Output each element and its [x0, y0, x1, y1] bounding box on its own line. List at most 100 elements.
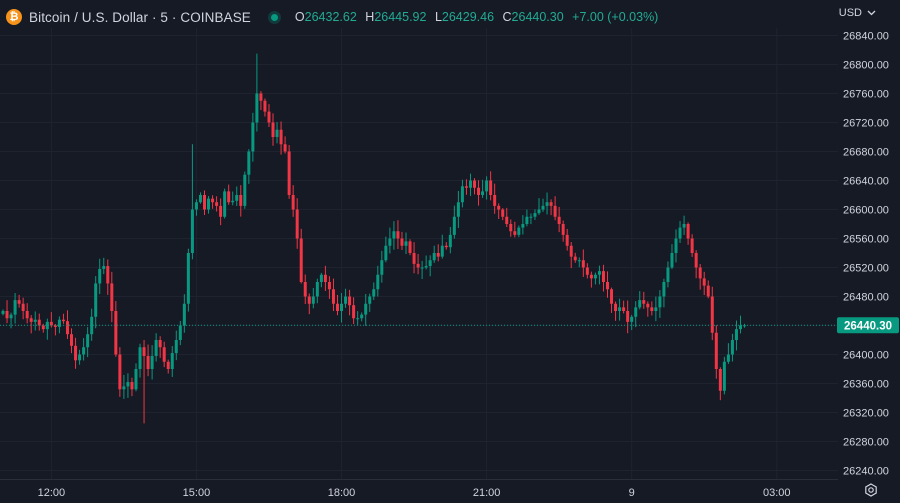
- candle-body: [287, 151, 291, 195]
- candle-body: [122, 386, 126, 390]
- candle-body: [452, 216, 456, 235]
- candle-body: [686, 224, 690, 239]
- candle-body: [259, 93, 263, 101]
- candle-body: [622, 307, 626, 311]
- candle-body: [630, 316, 634, 322]
- candle-body: [650, 307, 654, 311]
- candle-body: [408, 241, 412, 253]
- symbol-header: ₿ Bitcoin / U.S. Dollar · 5 · COINBASE O…: [6, 6, 663, 28]
- candle-body: [444, 245, 448, 248]
- ohlc-values: O26432.62 H26445.92 L26429.46 C26440.30 …: [295, 10, 663, 24]
- time-axis-divider: [0, 479, 838, 480]
- time-tick-label: 21:00: [473, 487, 501, 499]
- candle-body: [428, 260, 432, 267]
- candle-body: [267, 111, 271, 123]
- candle-body: [738, 325, 742, 330]
- candle-body: [537, 209, 541, 214]
- price-tick-label: 26280.00: [843, 437, 889, 449]
- close-value: 26440.30: [511, 10, 564, 24]
- candle-body: [489, 180, 493, 195]
- candle-body: [432, 253, 436, 261]
- candle-body: [565, 234, 569, 246]
- candle-body: [718, 369, 722, 391]
- candle-body: [698, 267, 702, 279]
- candle-body: [251, 122, 255, 152]
- candle-body: [642, 300, 646, 304]
- candle-body: [376, 274, 380, 290]
- candle-body: [110, 283, 114, 311]
- candle-body: [307, 296, 311, 304]
- candle-body: [239, 195, 243, 206]
- candle-body: [319, 274, 323, 282]
- candle-body: [74, 345, 78, 361]
- time-axis[interactable]: 12:00 15:00 18:00 21:00 9 03:00: [38, 487, 791, 499]
- candle-body: [17, 300, 21, 304]
- time-tick-label: 18:00: [328, 487, 356, 499]
- candle-body: [138, 347, 142, 369]
- candle-body: [493, 195, 497, 206]
- candle-body: [456, 202, 460, 217]
- candle-body: [331, 289, 335, 304]
- candle-body: [29, 318, 33, 322]
- candle-body: [400, 238, 404, 246]
- candle-body: [368, 296, 372, 304]
- candle-body: [730, 340, 734, 355]
- symbol-title[interactable]: Bitcoin / U.S. Dollar · 5 · COINBASE: [29, 9, 251, 25]
- candle-body: [215, 202, 219, 206]
- candle-body: [485, 180, 489, 192]
- candle-body: [666, 267, 670, 282]
- candle-body: [714, 332, 718, 369]
- candle-body: [710, 296, 714, 333]
- price-tick-label: 26640.00: [843, 176, 889, 188]
- candle-body: [207, 198, 211, 210]
- high-value: 26445.92: [374, 10, 427, 24]
- price-tick-label: 26360.00: [843, 379, 889, 391]
- candle-body: [348, 296, 352, 306]
- change-value: +7.00 (+0.03%): [572, 10, 659, 24]
- candle-body: [114, 311, 118, 355]
- candle-body: [5, 311, 9, 319]
- candle-body: [634, 307, 638, 317]
- candle-body: [521, 224, 525, 228]
- candle-body: [597, 271, 601, 275]
- candle-body: [561, 224, 565, 235]
- price-tick-label: 26840.00: [843, 31, 889, 43]
- candle-body: [126, 382, 130, 387]
- candle-body: [670, 253, 674, 268]
- candle-body: [734, 329, 738, 340]
- candle-body: [323, 274, 327, 282]
- currency-selector[interactable]: USD: [839, 7, 876, 19]
- bitcoin-icon: ₿: [6, 9, 22, 25]
- candle-body: [545, 202, 549, 206]
- low-label: L: [434, 10, 442, 24]
- candle-body: [98, 268, 102, 284]
- candle-body: [247, 151, 251, 175]
- candle-body: [702, 278, 706, 286]
- currency-label: USD: [838, 7, 862, 19]
- candle-body: [726, 354, 730, 362]
- candle-body: [283, 144, 287, 152]
- candle-body: [557, 216, 561, 224]
- candle-body: [706, 285, 710, 297]
- candle-body: [174, 340, 178, 354]
- candle-body: [178, 325, 182, 340]
- candle-body: [577, 260, 581, 262]
- candle-body: [513, 231, 517, 235]
- time-tick-label: 03:00: [763, 487, 791, 499]
- candle-body: [553, 205, 557, 217]
- candle-body: [25, 311, 29, 319]
- candle-body: [41, 325, 45, 330]
- market-status-icon[interactable]: [267, 10, 281, 24]
- candle-body: [396, 231, 400, 239]
- candle-body: [142, 347, 146, 356]
- candle-body: [722, 361, 726, 391]
- candle-body: [585, 267, 589, 275]
- settings-gear-icon[interactable]: [864, 483, 878, 497]
- candle-body: [436, 253, 440, 257]
- price-axis[interactable]: 26840.00 26800.00 26760.00 26720.00 26680.00…: [843, 31, 889, 478]
- candle-body: [460, 186, 464, 203]
- candle-body: [388, 238, 392, 246]
- candle-body: [404, 241, 408, 246]
- candle-body: [231, 200, 235, 203]
